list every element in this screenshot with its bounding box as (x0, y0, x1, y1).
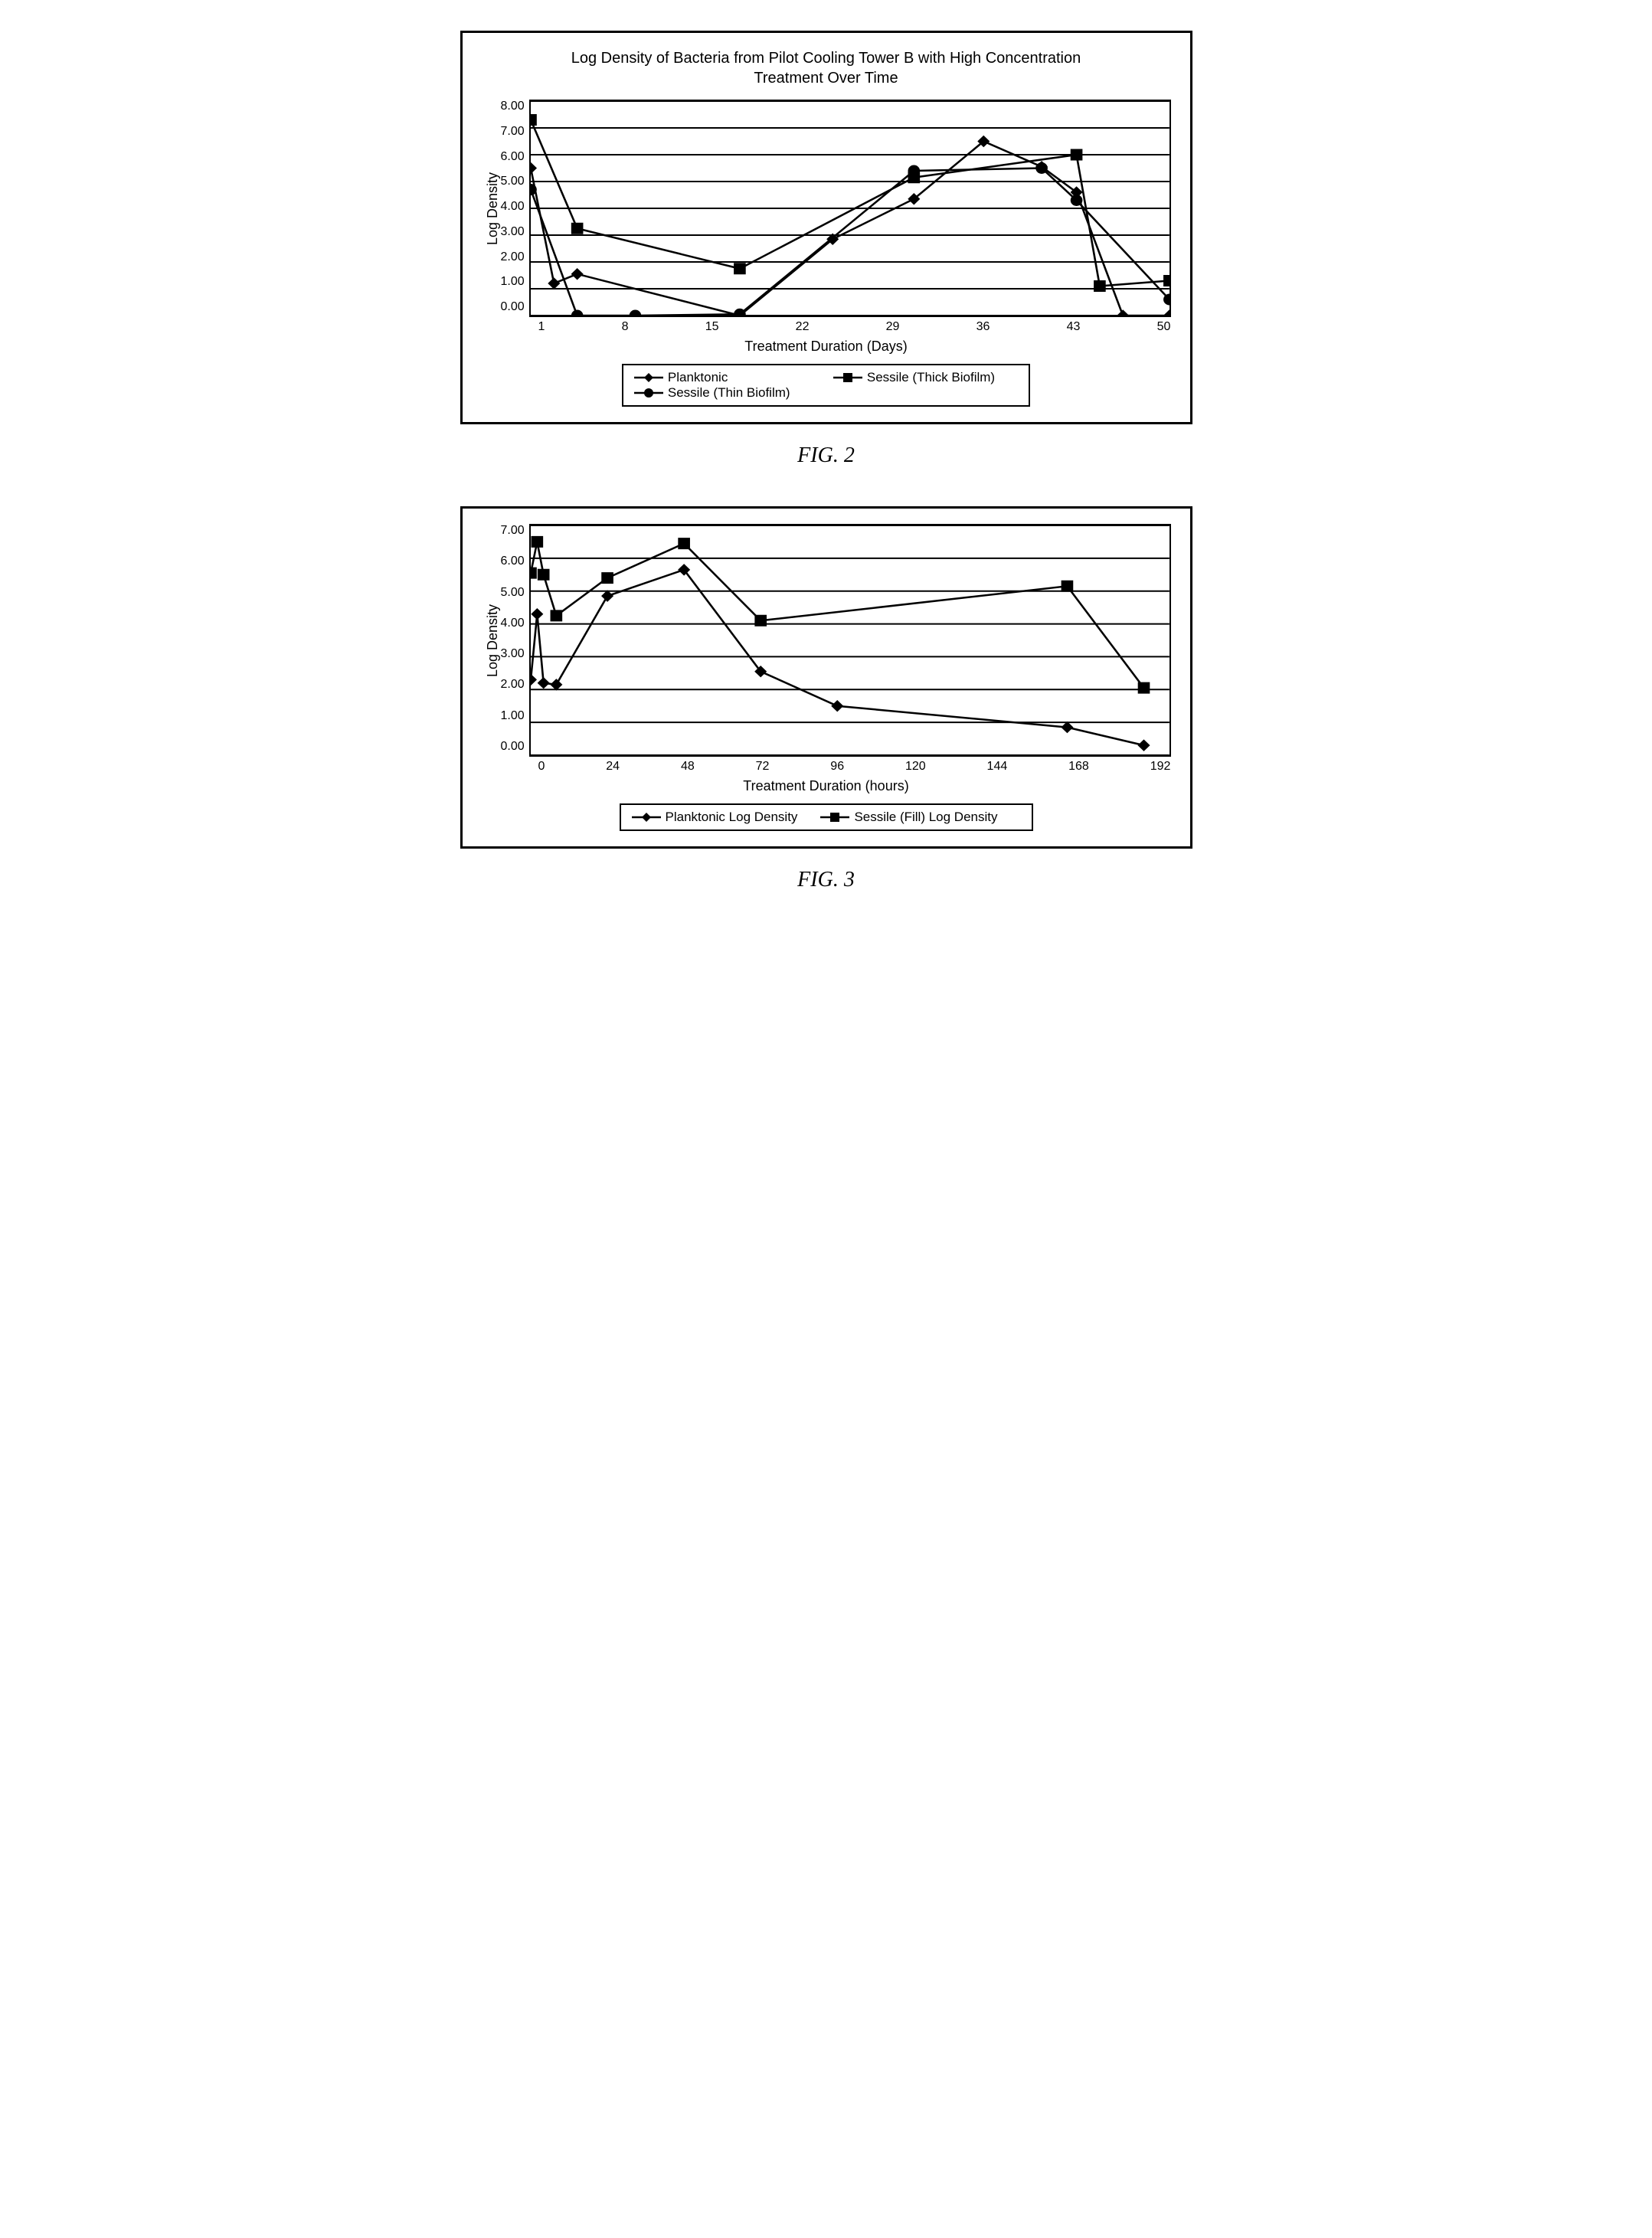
x-axis-label: Treatment Duration (Days) (482, 339, 1171, 355)
chart-3-plot (529, 524, 1171, 757)
x-axis-ticks: 18152229364350 (538, 320, 1171, 334)
figure-3-box: Log Density 7.006.005.004.003.002.001.00… (460, 506, 1192, 849)
y-axis-ticks: 7.006.005.004.003.002.001.000.00 (501, 524, 529, 754)
chart-2-area: Log Density 8.007.006.005.004.003.002.00… (482, 100, 1171, 407)
chart-3-area: Log Density 7.006.005.004.003.002.001.00… (482, 524, 1171, 831)
y-axis-label: Log Density (482, 524, 501, 757)
x-axis-ticks: 024487296120144168192 (538, 760, 1171, 774)
legend-item: Sessile (Fill) Log Density (820, 810, 997, 825)
y-axis-ticks: 8.007.006.005.004.003.002.001.000.00 (501, 100, 529, 314)
legend-item: Sessile (Thick Biofilm) (833, 370, 995, 385)
chart-2-legend: Planktonic Sessile (Thick Biofilm) Sessile… (622, 364, 1030, 407)
legend-item: Sessile (Thin Biofilm) (634, 385, 790, 401)
chart-3-legend: Planktonic Log Density Sessile (Fill) Log… (620, 803, 1033, 831)
y-axis-label: Log Density (482, 100, 501, 317)
legend-item: Planktonic Log Density (632, 810, 798, 825)
x-axis-label: Treatment Duration (hours) (482, 778, 1171, 794)
figure-2-caption: FIG. 2 (31, 443, 1621, 468)
chart-title: Log Density of Bacteria from Pilot Cooli… (568, 48, 1084, 88)
legend-item: Planktonic (634, 370, 810, 385)
chart-2-plot (529, 100, 1171, 317)
figure-3-caption: FIG. 3 (31, 868, 1621, 892)
figure-2-box: Log Density of Bacteria from Pilot Cooli… (460, 31, 1192, 424)
